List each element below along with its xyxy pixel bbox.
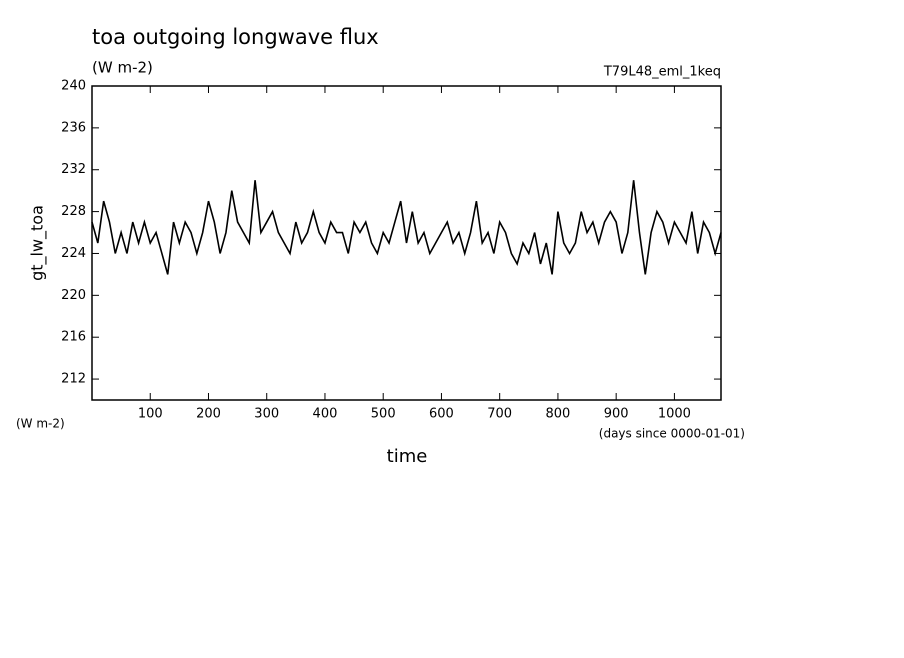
y-tick-label: 240 (61, 79, 86, 94)
y-tick-label: 224 (61, 246, 86, 261)
x-tick-label: 1000 (658, 407, 691, 422)
y-tick-label: 228 (61, 204, 86, 219)
data-line (91, 180, 722, 275)
x-tick-label: 100 (138, 407, 163, 422)
y-tick-label: 216 (61, 330, 86, 345)
y-units: (W m-2) (16, 417, 65, 431)
y-tick-label: 212 (61, 372, 86, 387)
x-tick-label: 400 (313, 407, 338, 422)
chart-title: toa outgoing longwave flux (92, 25, 379, 49)
y-tick-label: 220 (61, 288, 86, 303)
x-tick-label: 500 (371, 407, 396, 422)
annotation: T79L48_eml_1keq (603, 65, 721, 80)
chart-subtitle: (W m-2) (92, 59, 153, 77)
y-tick-label: 236 (61, 120, 86, 135)
x-tick-label: 800 (546, 407, 571, 422)
x-tick-label: 200 (196, 407, 221, 422)
plot-frame (91, 85, 722, 401)
x-tick-label: 300 (254, 407, 279, 422)
x-units: (days since 0000-01-01) (599, 427, 745, 441)
x-axis-label: time (387, 446, 428, 467)
x-tick-label: 900 (604, 407, 629, 422)
y-tick-label: 232 (61, 162, 86, 177)
y-axis-label: gt_lw_toa (28, 205, 48, 281)
x-tick-label: 700 (487, 407, 512, 422)
x-tick-label: 600 (429, 407, 454, 422)
